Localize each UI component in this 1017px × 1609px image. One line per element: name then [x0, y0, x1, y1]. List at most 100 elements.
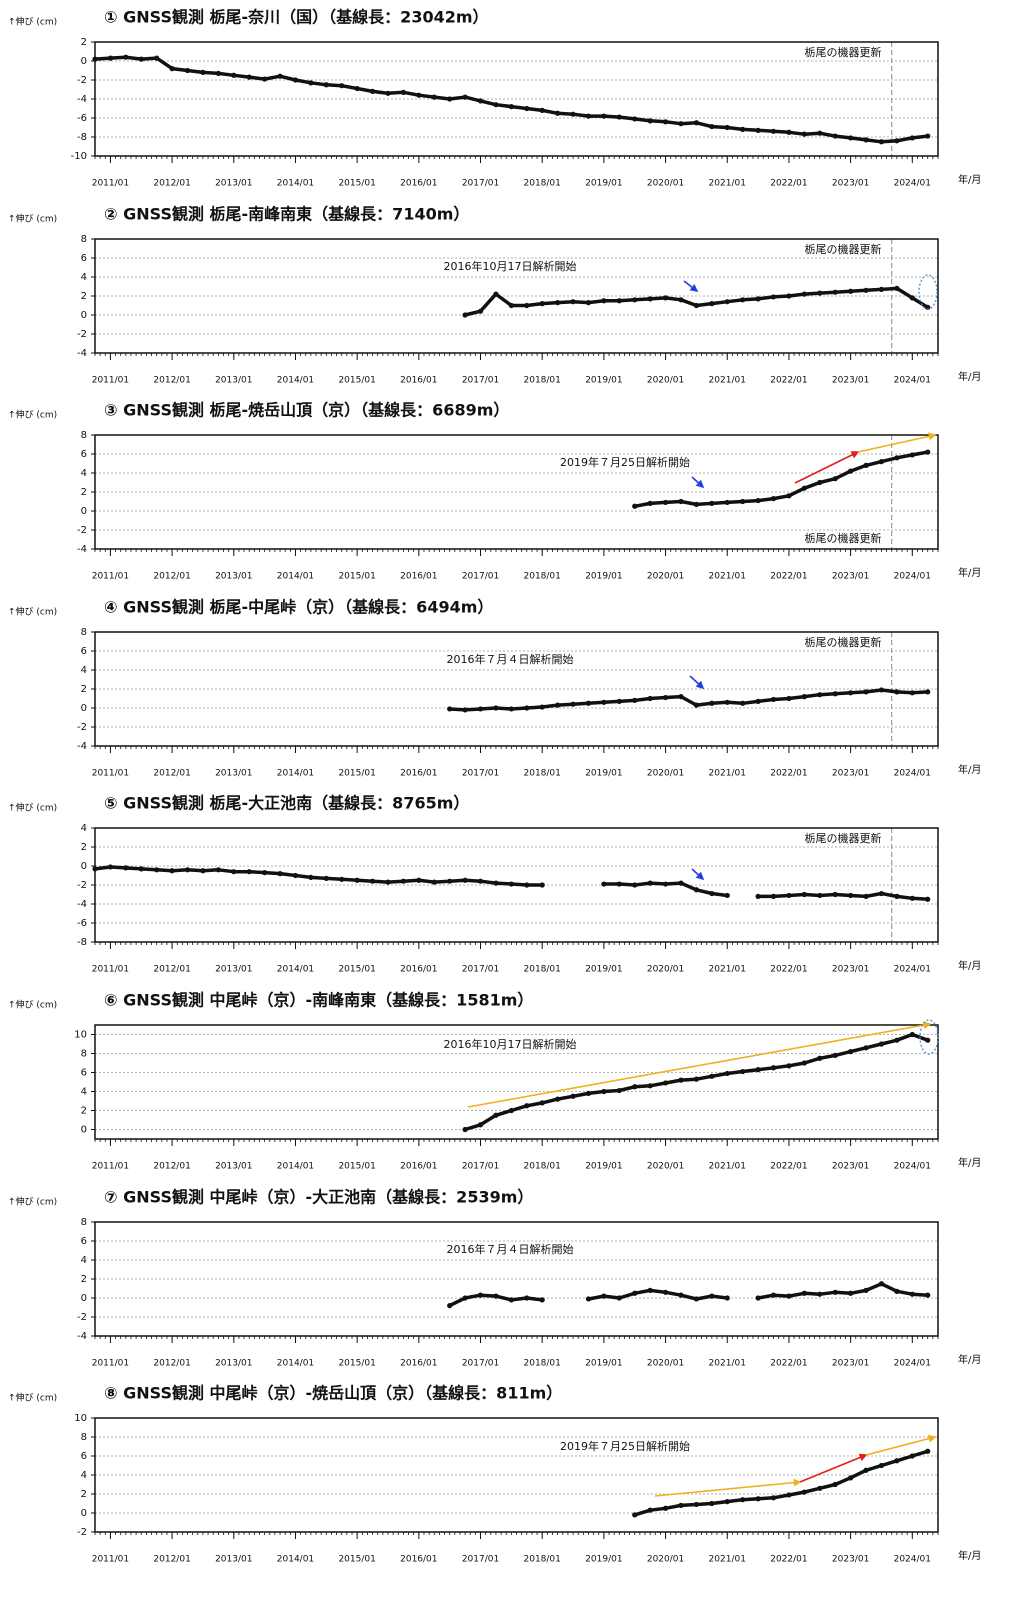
data-point: [524, 1103, 530, 1109]
x-tick-label: 2015/01: [338, 572, 375, 582]
x-axis-label: 年/月: [958, 1549, 981, 1562]
x-tick-label: 2019/01: [585, 769, 622, 779]
data-point: [369, 88, 376, 94]
data-point: [354, 877, 360, 883]
data-point: [369, 878, 376, 884]
x-tick-label: 2015/01: [338, 1555, 375, 1565]
data-point: [894, 455, 900, 461]
x-tick-label: 2018/01: [524, 179, 561, 189]
x-tick-label: 2011/01: [92, 1555, 129, 1565]
data-point: [585, 1090, 592, 1096]
x-tick-label: 2023/01: [832, 1162, 869, 1172]
data-point: [709, 500, 715, 506]
data-point: [524, 1295, 530, 1301]
y-tick-label: 8: [81, 1049, 87, 1060]
y-tick-label: 2: [81, 1489, 87, 1500]
data-point: [632, 1290, 638, 1296]
x-tick-label: 2013/01: [215, 1162, 252, 1172]
x-tick-label: 2015/01: [338, 376, 375, 386]
x-tick-label: 2021/01: [709, 179, 746, 189]
data-point: [894, 285, 900, 291]
x-tick-label: 2019/01: [585, 572, 622, 582]
x-tick-label: 2012/01: [153, 572, 190, 582]
y-tick-label: 10: [74, 1413, 87, 1424]
data-point: [724, 892, 730, 899]
data-point: [416, 877, 422, 883]
x-tick-label: 2014/01: [277, 965, 314, 975]
y-tick-label: 10: [74, 1030, 87, 1041]
y-tick-label: 2: [81, 1274, 87, 1285]
data-point: [632, 882, 638, 888]
x-tick-label: 2017/01: [462, 572, 499, 582]
data-point: [184, 867, 191, 873]
data-band: [634, 450, 929, 509]
data-point: [770, 1292, 777, 1298]
data-point: [431, 879, 437, 885]
data-point: [647, 1507, 653, 1513]
y-tick-label: -8: [77, 132, 87, 143]
data-point: [740, 297, 746, 303]
data-point: [817, 892, 823, 899]
data-point: [200, 69, 206, 75]
data-point: [601, 1088, 607, 1095]
data-point: [878, 1041, 885, 1047]
data-point: [508, 1107, 514, 1114]
y-axis-label: ↑伸び (cm): [8, 1196, 57, 1208]
y-axis-label: ↑伸び (cm): [8, 999, 57, 1011]
x-tick-label: 2017/01: [462, 376, 499, 386]
data-point: [724, 1499, 730, 1505]
data-point: [878, 687, 885, 693]
y-tick-label: 4: [81, 468, 87, 479]
data-point: [647, 695, 653, 702]
data-point: [925, 1292, 931, 1298]
data-point: [786, 695, 792, 702]
trend-arrow: [794, 451, 860, 484]
x-tick-label: 2022/01: [770, 572, 807, 582]
data-point: [786, 1063, 792, 1069]
data-point: [878, 1462, 885, 1469]
data-point: [801, 891, 807, 898]
x-tick-label: 2023/01: [832, 1359, 869, 1369]
x-tick-label: 2013/01: [215, 1555, 252, 1565]
chart-title: ⑤ GNSS観測 栃尾-大正池南（基線長：8765m）: [104, 794, 469, 813]
y-tick-label: 0: [81, 56, 87, 67]
x-tick-label: 2015/01: [338, 965, 375, 975]
data-point: [740, 1497, 746, 1503]
y-tick-label: 0: [81, 861, 87, 872]
x-tick-label: 2019/01: [585, 1359, 622, 1369]
data-point: [724, 1070, 730, 1077]
data-point: [909, 1453, 915, 1459]
x-tick-label: 2014/01: [277, 179, 314, 189]
data-point: [632, 1084, 638, 1090]
data-point: [508, 1297, 514, 1303]
data-point: [585, 700, 592, 706]
data-point: [231, 72, 237, 78]
x-tick-label: 2017/01: [462, 1555, 499, 1565]
data-point: [616, 1087, 622, 1094]
data-point: [848, 288, 854, 294]
highlight-circle: [919, 1019, 939, 1055]
data-point: [462, 94, 468, 100]
x-tick-label: 2012/01: [153, 179, 190, 189]
x-tick-label: 2015/01: [338, 179, 375, 189]
data-point: [909, 1031, 915, 1038]
y-tick-label: 4: [81, 823, 87, 834]
x-tick-label: 2018/01: [524, 769, 561, 779]
data-point: [493, 880, 499, 886]
data-point: [801, 291, 807, 297]
y-tick-label: -4: [77, 741, 87, 752]
x-tick-label: 2021/01: [709, 965, 746, 975]
data-point: [292, 77, 299, 83]
x-tick-label: 2020/01: [647, 376, 684, 386]
x-tick-label: 2023/01: [832, 376, 869, 386]
data-point: [755, 497, 761, 504]
x-tick-label: 2019/01: [585, 179, 622, 189]
data-point: [632, 297, 638, 303]
data-point: [693, 302, 700, 309]
x-tick-label: 2024/01: [894, 965, 931, 975]
x-tick-label: 2023/01: [832, 572, 869, 582]
chart-title: ③ GNSS観測 栃尾-焼岳山頂（京）（基線長：6689m）: [104, 401, 509, 420]
data-point: [601, 113, 607, 119]
analysis-start-label: 2016年10月17日解析開始: [444, 1037, 577, 1051]
x-tick-label: 2014/01: [277, 572, 314, 582]
